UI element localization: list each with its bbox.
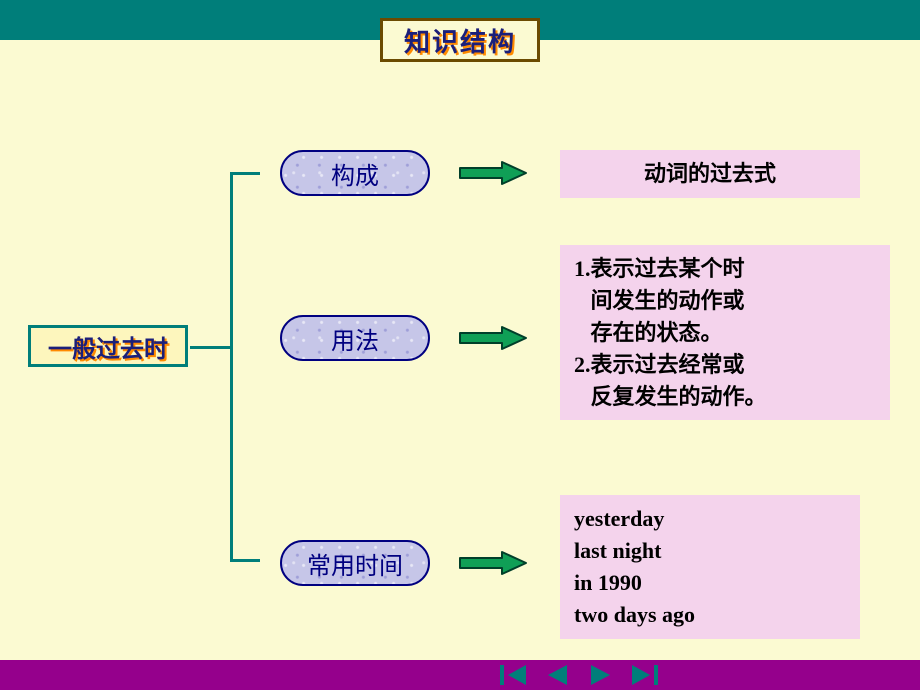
tree-bracket xyxy=(230,172,260,562)
arrow-icon xyxy=(458,325,528,351)
nav-prev-icon[interactable] xyxy=(542,662,572,688)
root-node: 一般过去时 xyxy=(28,325,188,367)
slide-title-text: 知识结构 xyxy=(404,22,516,59)
detail-box-yongFa: 1.表示过去某个时 间发生的动作或 存在的状态。2.表示过去经常或 反复发生的动… xyxy=(560,245,890,420)
nav-controls xyxy=(498,662,660,688)
detail-box-gouCheng: 动词的过去式 xyxy=(560,150,860,198)
branch-node-gouCheng: 构成 xyxy=(280,150,430,196)
branch-node-yongFa: 用法 xyxy=(280,315,430,361)
branch-label: 构成 xyxy=(331,156,379,191)
detail-line: 1.表示过去某个时 xyxy=(574,253,876,285)
slide-title: 知识结构 xyxy=(380,18,540,62)
detail-line: 反复发生的动作。 xyxy=(574,381,876,413)
branch-label: 常用时间 xyxy=(307,546,403,581)
detail-line: 2.表示过去经常或 xyxy=(574,349,876,381)
root-node-text: 一般过去时 xyxy=(48,329,168,364)
nav-next-icon[interactable] xyxy=(586,662,616,688)
detail-box-changYongShiJian: yesterdaylast nightin 1990two days ago xyxy=(560,495,860,639)
branch-node-changYongShiJian: 常用时间 xyxy=(280,540,430,586)
arrow-icon xyxy=(458,160,528,186)
nav-first-icon[interactable] xyxy=(498,662,528,688)
detail-line: yesterday xyxy=(574,503,846,535)
detail-line: 间发生的动作或 xyxy=(574,285,876,317)
arrow-icon xyxy=(458,550,528,576)
detail-line: in 1990 xyxy=(574,567,846,599)
detail-line: 存在的状态。 xyxy=(574,317,876,349)
detail-line: last night xyxy=(574,535,846,567)
bottom-band xyxy=(0,660,920,690)
detail-line: 动词的过去式 xyxy=(574,158,846,190)
detail-line: two days ago xyxy=(574,599,846,631)
tree-bracket-stub xyxy=(190,346,230,349)
branch-label: 用法 xyxy=(331,321,379,356)
nav-last-icon[interactable] xyxy=(630,662,660,688)
